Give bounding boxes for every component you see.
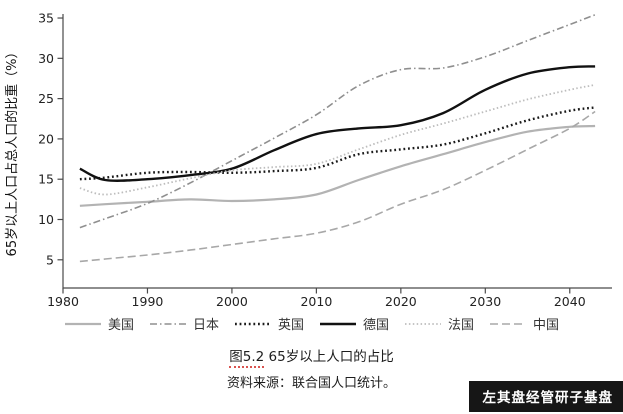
- y-tick-label: 35: [38, 11, 54, 26]
- legend-label-usa: 美国: [107, 318, 134, 333]
- legend-label-japan: 日本: [192, 318, 219, 333]
- x-tick-label: 2040: [554, 294, 586, 309]
- legend-label-uk: 英国: [277, 318, 304, 333]
- legend-label-china: 中国: [533, 318, 560, 333]
- x-tick-label: 2010: [300, 294, 332, 309]
- legend-item-japan: 日本: [149, 314, 219, 333]
- series-line-japan: [79, 14, 596, 229]
- axes: [62, 14, 612, 289]
- legend-item-china: 中国: [489, 314, 559, 333]
- legend-line-sample-germany: [320, 322, 356, 325]
- line-chart: 5 10 15 20 25 30 35 1980 1990 2000 2010 2020 2030 204…: [4, 11, 612, 309]
- figure-caption: 图5.2 65岁以上人口的占比: [0, 345, 623, 368]
- y-tick-label: 25: [38, 91, 54, 106]
- legend-line-sample-japan: [149, 322, 186, 325]
- x-tick-label: 1990: [132, 294, 164, 309]
- legend-item-usa: 美国: [64, 314, 134, 333]
- source-note: 资料来源：联合国人口统计。: [226, 376, 396, 391]
- y-tick-label: 30: [38, 51, 54, 66]
- legend-line-sample-china: [490, 322, 527, 325]
- legend-label-france: 法国: [448, 318, 475, 333]
- legend-line-sample-usa: [64, 322, 101, 325]
- y-tick-label: 5: [46, 252, 54, 267]
- legend-label-germany: 德国: [363, 318, 390, 333]
- watermark: 左其盘经管研子基盘: [468, 381, 623, 412]
- legend-line-sample-uk: [234, 322, 271, 325]
- y-axis-title: 65岁以上人口占总人口的比重（%）: [4, 46, 20, 257]
- legend-item-france: 法国: [404, 314, 474, 333]
- x-tick-label: 2020: [385, 294, 417, 309]
- figure-number: 图5.2: [229, 349, 265, 368]
- x-tick-label: 1980: [47, 294, 79, 309]
- figure-title: 65岁以上人口的占比: [268, 349, 394, 365]
- x-tick-label: 2000: [216, 294, 248, 309]
- legend-item-germany: 德国: [319, 314, 389, 333]
- y-tick-label: 15: [38, 172, 54, 187]
- series-line-china: [79, 110, 596, 263]
- chart-legend: 美国 日本 英国 德国 法国 中国: [0, 314, 623, 333]
- y-tick-label: 20: [38, 131, 54, 146]
- series-line-france: [79, 84, 596, 196]
- series-line-germany: [79, 65, 596, 182]
- legend-item-uk: 英国: [234, 314, 304, 333]
- series-line-uk: [79, 106, 596, 181]
- series-line-usa: [79, 124, 596, 207]
- y-tick-label: 10: [38, 212, 54, 227]
- legend-line-sample-france: [405, 322, 442, 325]
- x-tick-label: 2030: [469, 294, 501, 309]
